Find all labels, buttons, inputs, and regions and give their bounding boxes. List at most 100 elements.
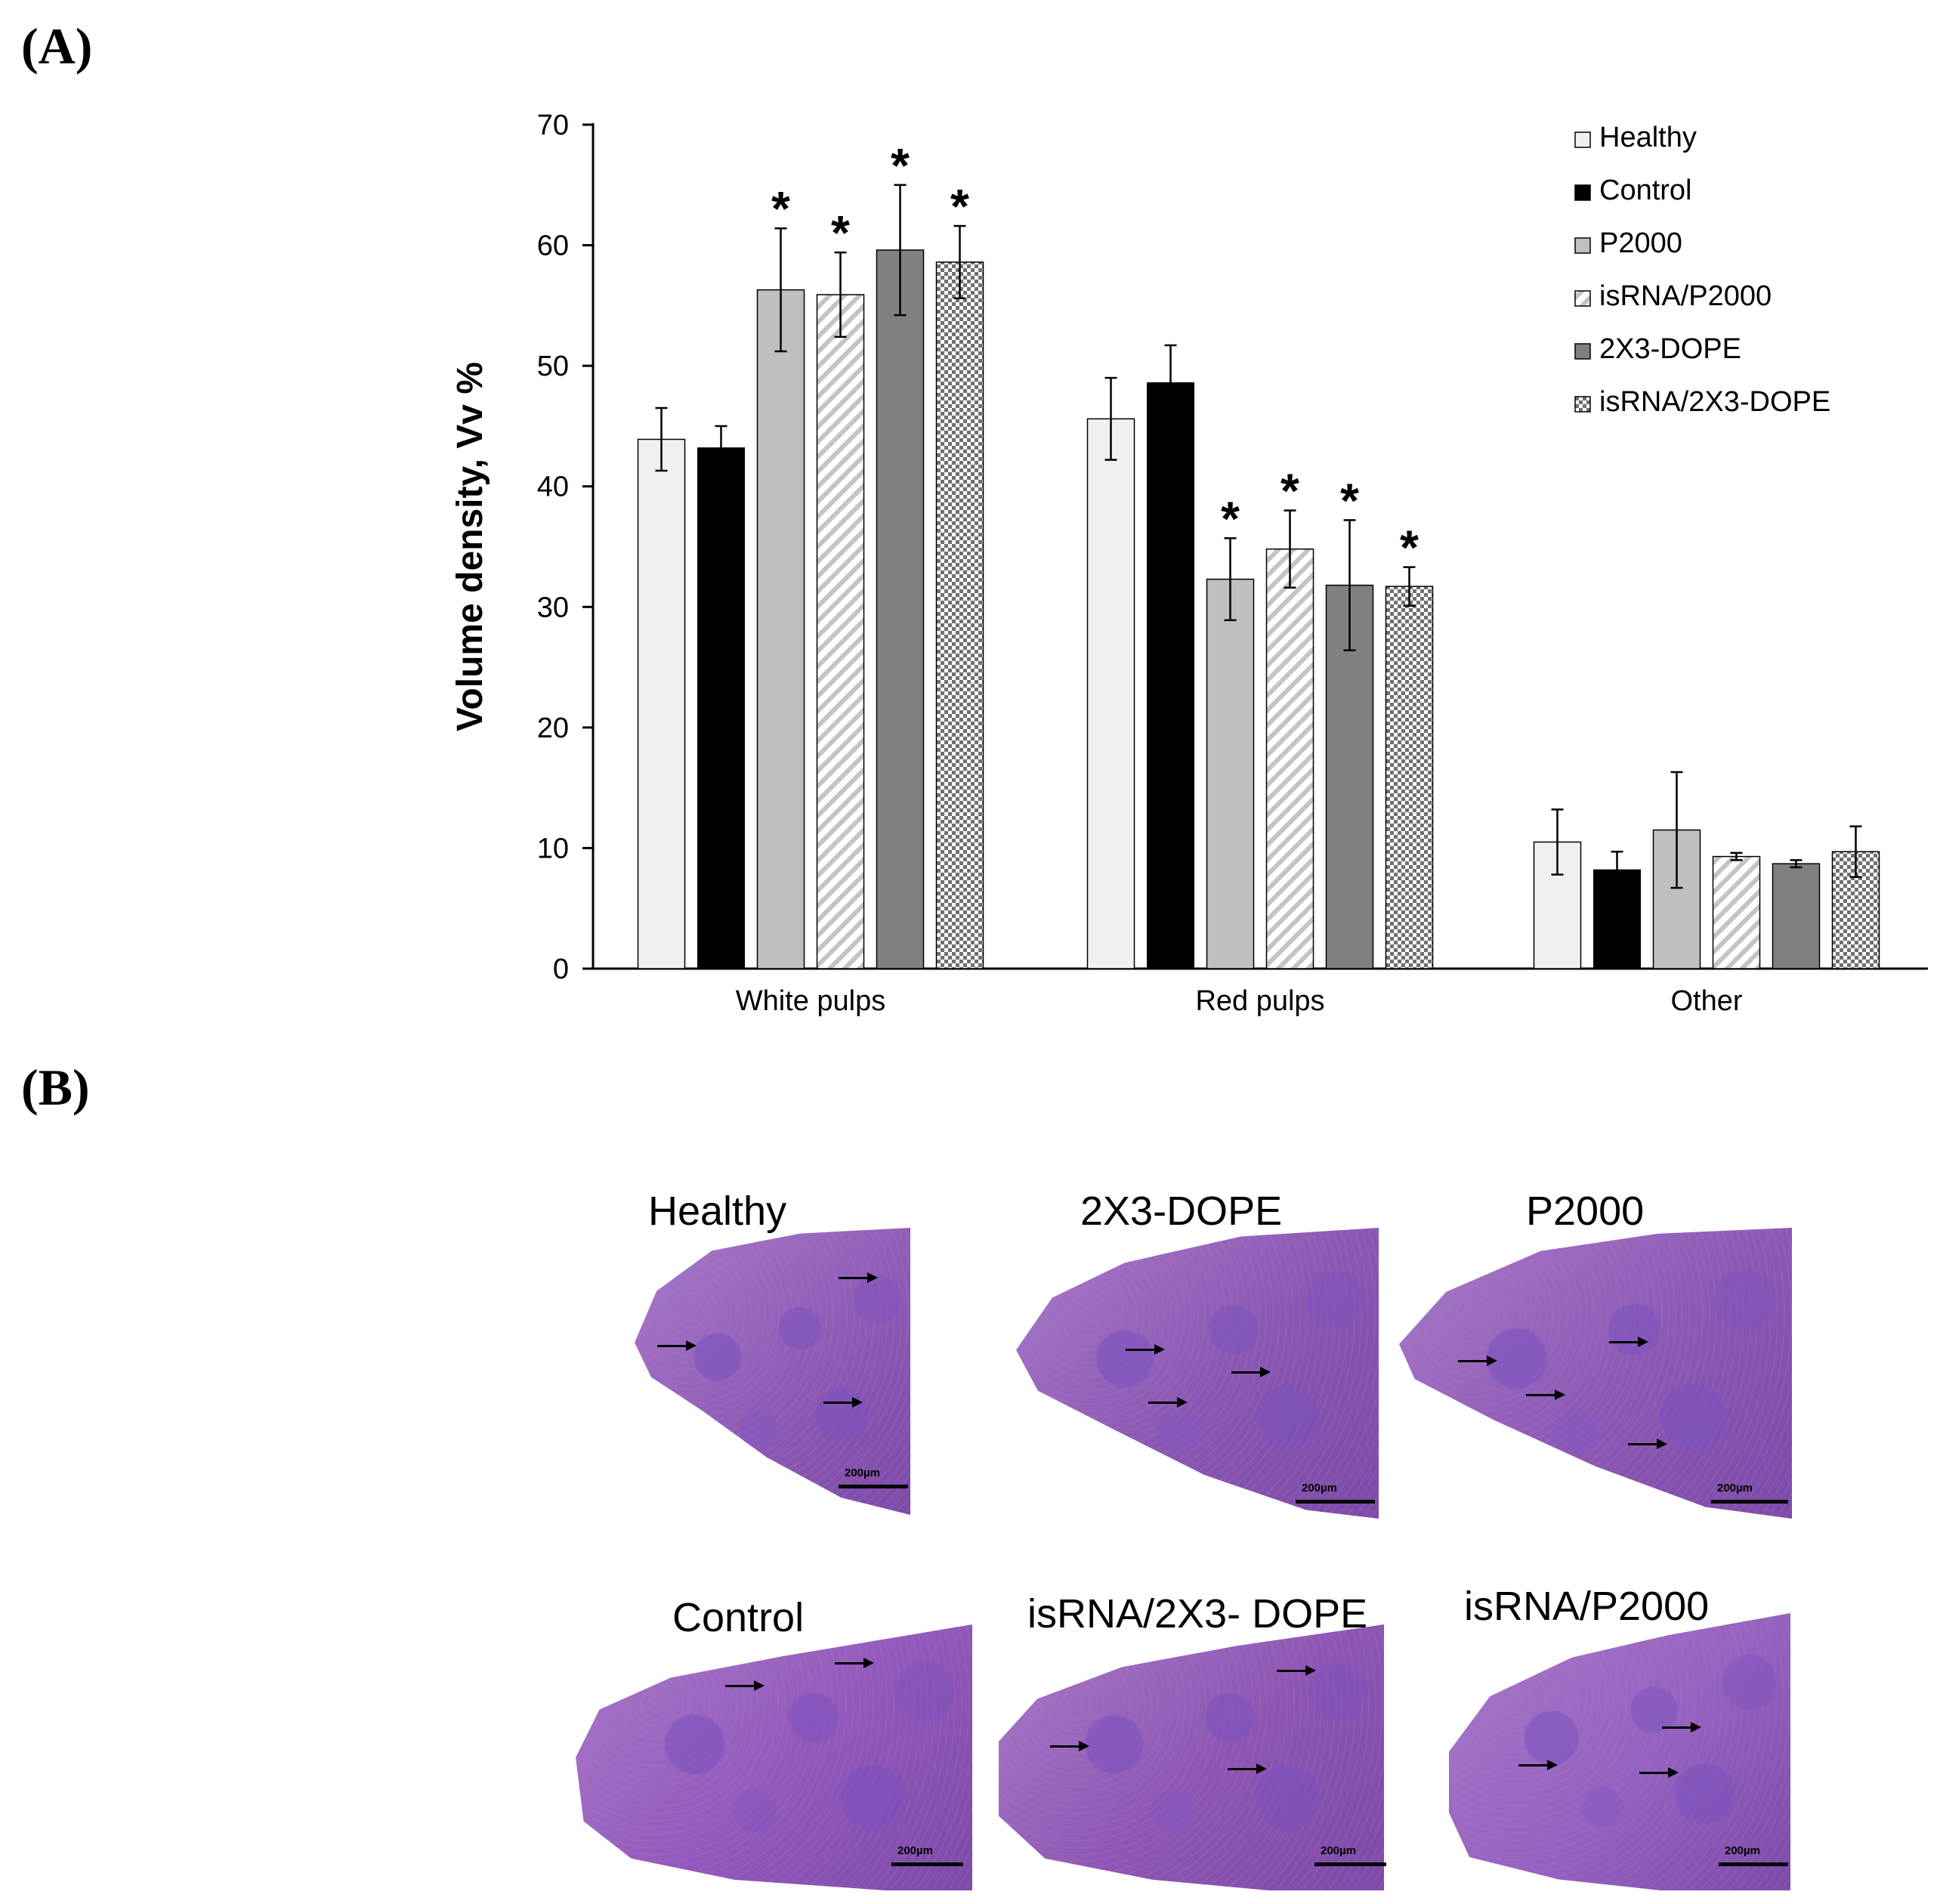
significance-asterisk: *: [771, 181, 790, 236]
arrow-head: [1657, 1439, 1667, 1449]
arrow-head: [1154, 1344, 1165, 1355]
arrow-head: [754, 1680, 765, 1691]
legend-swatch: [1574, 184, 1591, 201]
significance-asterisk: *: [950, 179, 969, 233]
legend-label: isRNA/2X3-DOPE: [1599, 386, 1830, 418]
arrow-head: [867, 1272, 878, 1283]
legend-swatch: [1574, 343, 1591, 360]
arrow-head: [1305, 1665, 1316, 1676]
arrow-marker: [1526, 1389, 1565, 1400]
significance-asterisk: *: [1400, 521, 1419, 575]
arrow-marker: [1148, 1397, 1188, 1408]
arrow-head: [1487, 1355, 1497, 1366]
arrow-head: [1079, 1741, 1089, 1751]
micrograph-title: Control: [672, 1595, 805, 1640]
micrograph-title: P2000: [1526, 1188, 1645, 1234]
significance-asterisk: *: [1340, 473, 1359, 527]
legend-label: P2000: [1599, 227, 1682, 259]
scale-bar: [1296, 1500, 1375, 1504]
bar-isrna-p2000-white-pulps: [816, 294, 865, 969]
scale-bar: [839, 1485, 908, 1488]
bar-isrna-2x3-dope-red-pulps: [1385, 586, 1434, 969]
y-tick-label: 40: [537, 471, 569, 503]
legend-swatch: [1574, 290, 1591, 307]
panel-b-label: (B): [21, 1059, 90, 1116]
scale-bar: [1719, 1862, 1788, 1866]
arrow-marker: [1458, 1355, 1497, 1366]
legend-label: isRNA/P2000: [1599, 280, 1772, 312]
arrow-marker: [1628, 1439, 1667, 1449]
bar-chart: 0 10 20 30 40 50 60 70 Volume density, Vv % White…: [450, 110, 1928, 1017]
arrow-head: [1177, 1397, 1188, 1408]
y-tick-label: 70: [537, 110, 569, 141]
x-tick-label: Other: [1670, 985, 1742, 1017]
y-tick-label: 0: [553, 954, 569, 985]
bar-isrna-p2000-red-pulps: [1265, 548, 1314, 969]
y-tick-label: 20: [537, 712, 569, 744]
bar-isrna-2x3-dope-white-pulps: [935, 261, 984, 969]
arrow-marker: [1050, 1741, 1089, 1751]
y-tick-label: 50: [537, 351, 569, 382]
arrow-marker: [1609, 1337, 1648, 1347]
bar-isrna-p2000-other: [1712, 855, 1761, 969]
bar-p2000-white-pulps: [756, 289, 805, 969]
x-tick-label: Red pulps: [1195, 985, 1324, 1017]
legend-label: Control: [1599, 175, 1692, 206]
scale-bar: [1711, 1500, 1788, 1504]
arrow-marker: [1662, 1722, 1701, 1732]
arrow-head: [1638, 1337, 1648, 1347]
micrograph-title: isRNA/2X3- DOPE: [1027, 1591, 1368, 1637]
arrow-marker: [1231, 1367, 1271, 1377]
scale-bar-label: 200µm: [897, 1844, 934, 1857]
bar-control-white-pulps: [697, 447, 745, 969]
arrow-head: [1256, 1763, 1267, 1774]
arrow-head: [1691, 1722, 1701, 1732]
micrograph-title: 2X3-DOPE: [1080, 1188, 1283, 1234]
scale-bar-label: 200µm: [1321, 1844, 1357, 1857]
x-tick-label: White pulps: [736, 985, 886, 1017]
significance-asterisk: *: [1280, 464, 1299, 518]
bar-control-red-pulps: [1147, 382, 1194, 969]
arrow-head: [1555, 1389, 1565, 1400]
scale-bar: [1314, 1862, 1386, 1866]
scale-bar-label: 200µm: [845, 1467, 881, 1479]
bar-p2000-red-pulps: [1206, 578, 1255, 969]
arrow-marker: [1639, 1767, 1679, 1778]
panel-a-label: (A): [21, 17, 93, 75]
arrow-head: [1260, 1367, 1271, 1377]
arrow-marker: [835, 1658, 874, 1668]
significance-asterisk: *: [831, 206, 850, 260]
legend-label: Healthy: [1599, 122, 1697, 153]
scale-bar-label: 200µm: [1725, 1844, 1761, 1857]
arrow-marker: [657, 1340, 697, 1351]
arrow-marker: [1228, 1763, 1267, 1774]
arrow-head: [1668, 1767, 1679, 1778]
legend-swatch: [1574, 131, 1591, 148]
scale-bar-label: 200µm: [1302, 1482, 1338, 1494]
micrograph-image: [1399, 1228, 1792, 1519]
bar-2x3-dope-white-pulps: [876, 249, 925, 969]
arrow-marker: [823, 1397, 863, 1408]
y-tick-label: 30: [537, 592, 569, 623]
legend-swatch: [1574, 396, 1591, 413]
bar-healthy-white-pulps: [637, 438, 686, 969]
micrograph-title: Healthy: [648, 1188, 787, 1234]
arrow-marker: [725, 1680, 765, 1691]
significance-asterisk: *: [1221, 491, 1240, 546]
significance-asterisk: *: [891, 138, 910, 193]
scale-bar-label: 200µm: [1717, 1482, 1753, 1494]
arrow-head: [852, 1397, 863, 1408]
bar-2x3-dope-other: [1772, 863, 1821, 969]
y-axis-label: Volume density, Vv %: [450, 362, 490, 731]
scale-bar: [891, 1862, 963, 1866]
arrow-head: [1547, 1760, 1558, 1770]
arrow-marker: [839, 1272, 878, 1283]
bar-healthy-red-pulps: [1086, 418, 1135, 969]
y-tick-label: 10: [537, 833, 569, 864]
arrow-marker: [1126, 1344, 1165, 1355]
micrograph-title: isRNA/P2000: [1464, 1584, 1710, 1629]
arrow-marker: [1518, 1760, 1558, 1770]
arrow-head: [863, 1658, 874, 1668]
legend-swatch: [1574, 237, 1591, 254]
y-tick-label: 60: [537, 230, 569, 262]
